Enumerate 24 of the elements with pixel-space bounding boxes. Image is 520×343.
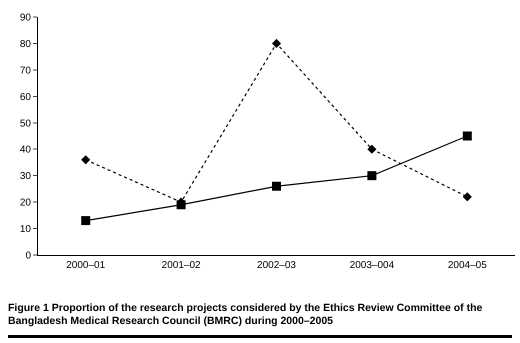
point — [462, 132, 472, 140]
x-tick-label: 2003–004 — [350, 260, 395, 271]
x-tick-label: 2004–05 — [448, 260, 488, 271]
point — [81, 216, 90, 226]
point — [462, 192, 472, 202]
y-tick-label: 30 — [20, 171, 32, 182]
y-tick-label: 60 — [20, 92, 32, 103]
y-tick-label: 70 — [20, 65, 32, 76]
y-tick-label: 40 — [20, 144, 32, 156]
caption: Figure 1 Proportion of the research projects considered by the Ethics Review Committee of the Bangladesh Medical Research Council (BMRC) during 2000–2005 — [8, 302, 484, 328]
y-tick-label: 80 — [20, 38, 32, 50]
x-tick-label: 2001–02 — [162, 260, 201, 271]
point — [272, 182, 281, 191]
x-tick-label: 2000–01 — [66, 260, 106, 271]
y-tick-label: 0 — [25, 250, 32, 262]
point — [272, 38, 282, 48]
point — [367, 171, 376, 180]
point — [367, 144, 376, 154]
y-tick-label: 90 — [20, 12, 32, 24]
x-tick-label: 2002–03 — [257, 260, 296, 271]
y-tick-label: 50 — [20, 118, 32, 130]
point — [81, 155, 90, 164]
y-tick-label: 20 — [20, 198, 32, 209]
y-tick-label: 10 — [20, 224, 32, 236]
